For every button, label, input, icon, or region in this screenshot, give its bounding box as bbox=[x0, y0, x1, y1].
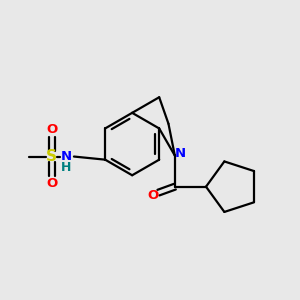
Text: N: N bbox=[175, 148, 186, 160]
Text: O: O bbox=[46, 177, 57, 190]
Text: O: O bbox=[46, 123, 57, 136]
Text: S: S bbox=[46, 149, 57, 164]
Text: H: H bbox=[61, 161, 72, 174]
Text: N: N bbox=[61, 150, 72, 163]
Text: O: O bbox=[148, 188, 159, 202]
